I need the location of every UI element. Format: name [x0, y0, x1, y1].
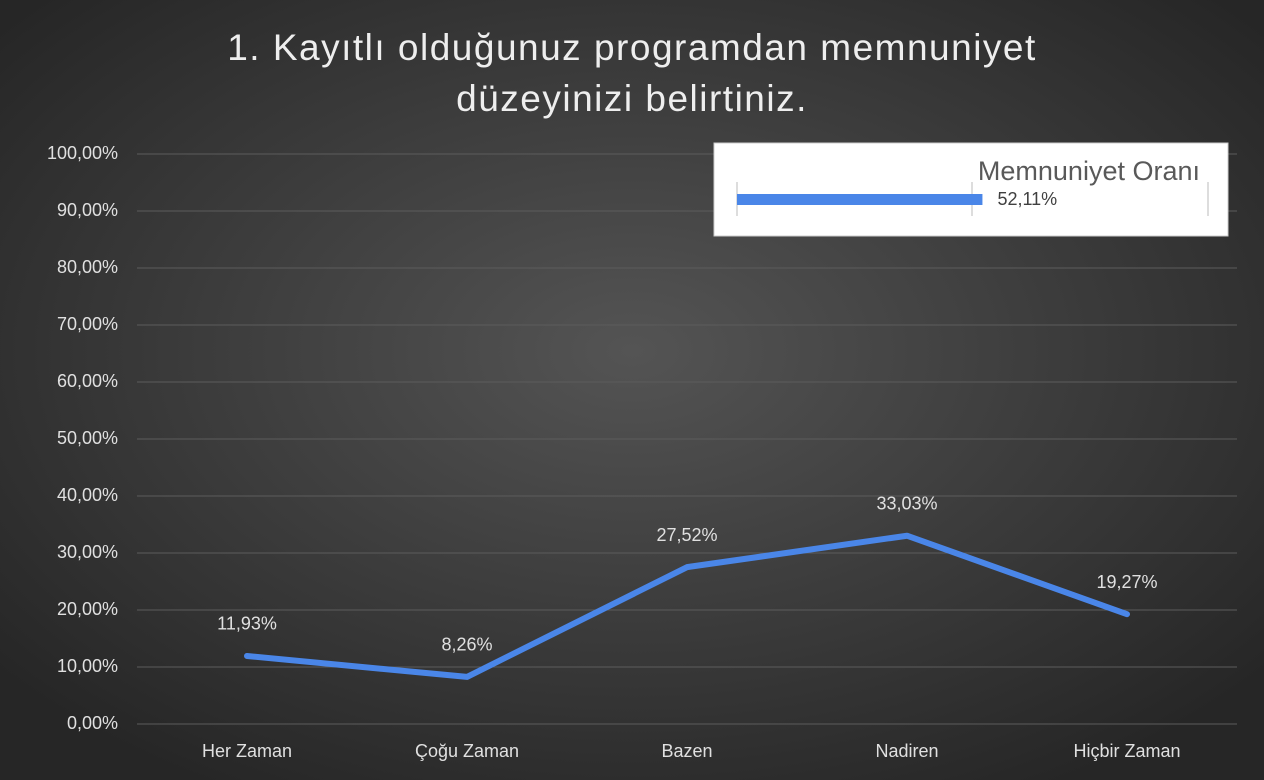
x-tick-label: Çoğu Zaman	[415, 741, 519, 761]
y-tick-label: 40,00%	[57, 485, 118, 505]
data-label: 8,26%	[441, 635, 492, 655]
legend-box	[713, 142, 1229, 237]
y-tick-label: 70,00%	[57, 314, 118, 334]
chart-title: düzeyinizi belirtiniz.	[456, 78, 808, 119]
y-tick-label: 50,00%	[57, 428, 118, 448]
data-label: 19,27%	[1096, 572, 1157, 592]
x-tick-label: Her Zaman	[202, 741, 292, 761]
chart-title: 1. Kayıtlı olduğunuz programdan memnuniy…	[227, 27, 1037, 68]
y-tick-label: 100,00%	[47, 143, 118, 163]
x-tick-label: Hiçbir Zaman	[1073, 741, 1180, 761]
y-tick-label: 60,00%	[57, 371, 118, 391]
y-tick-label: 20,00%	[57, 599, 118, 619]
y-tick-label: 80,00%	[57, 257, 118, 277]
data-label: 33,03%	[876, 493, 937, 513]
y-tick-label: 0,00%	[67, 713, 118, 733]
legend-label: Memnuniyet Oranı	[978, 156, 1200, 186]
y-tick-label: 10,00%	[57, 656, 118, 676]
x-tick-label: Bazen	[661, 741, 712, 761]
line	[244, 532, 1130, 680]
legend-bar-label: 52,11%	[997, 189, 1057, 209]
data-label: 27,52%	[656, 525, 717, 545]
x-tick-label: Nadiren	[875, 741, 938, 761]
data-label: 11,93%	[217, 614, 277, 634]
y-tick-label: 30,00%	[57, 542, 118, 562]
legend-bar	[737, 194, 983, 205]
y-tick-label: 90,00%	[57, 200, 118, 220]
